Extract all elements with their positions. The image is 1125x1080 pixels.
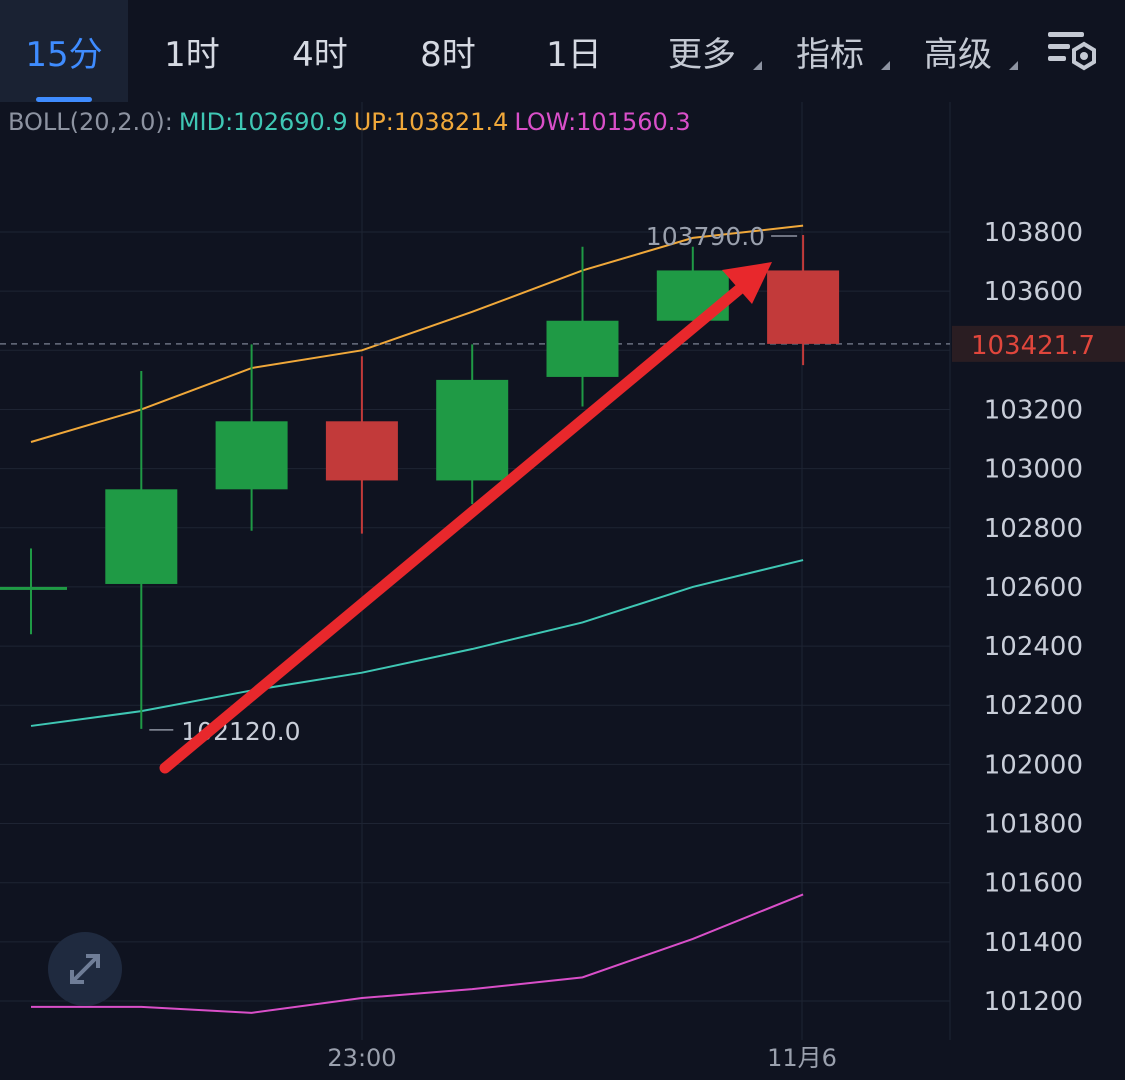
y-tick-label: 103800 — [984, 218, 1083, 248]
boll-mid-value: MID:102690.9 — [178, 108, 348, 136]
y-tick-label: 103600 — [984, 277, 1083, 307]
y-tick-label: 101200 — [984, 987, 1083, 1017]
expand-arrows-icon — [70, 954, 100, 984]
boll-low-value: LOW:101560.3 — [514, 108, 691, 136]
dropdown-caret-icon — [881, 61, 890, 70]
dropdown-caret-icon — [753, 61, 762, 70]
candle-body — [325, 421, 398, 481]
tab-label: 1时 — [164, 34, 220, 75]
boll-up-value: UP:103821.4 — [353, 108, 509, 136]
y-tick-label: 102600 — [984, 573, 1083, 603]
tab-label: 8时 — [420, 34, 476, 75]
tab-label: 更多 — [668, 34, 736, 75]
current-price-tag — [952, 325, 1125, 362]
y-tick-label: 103200 — [984, 395, 1083, 425]
high-price-label: 103790.0 — [646, 222, 765, 251]
tab-label: 1日 — [546, 34, 602, 75]
y-tick-label: 102800 — [984, 514, 1083, 544]
candle-body — [546, 320, 619, 377]
x-tick-label: 23:00 — [327, 1044, 396, 1072]
boll-mid-line — [30, 559, 804, 727]
y-tick-label: 102000 — [984, 750, 1083, 780]
chart-settings-icon — [1048, 32, 1096, 71]
tab-label: 15分 — [25, 34, 103, 75]
tab-2[interactable]: 4时 — [256, 0, 384, 102]
dropdown-caret-icon — [1009, 61, 1018, 70]
trend-arrow-head — [722, 262, 772, 304]
candle-body — [105, 489, 178, 584]
tab-label: 指标 — [796, 34, 864, 75]
y-tick-label: 103000 — [984, 455, 1083, 485]
tab-5[interactable]: 更多 — [638, 0, 766, 102]
expand-chart-button[interactable] — [48, 932, 122, 1006]
trend-arrow-shaft — [159, 276, 754, 774]
y-tick-label: 101800 — [984, 810, 1083, 840]
boll-label: BOLL(20,2.0): — [8, 108, 173, 136]
x-tick-label: 11月6 — [767, 1044, 837, 1072]
boll-up-line — [30, 224, 804, 443]
candle-body — [436, 379, 509, 481]
candle-body — [767, 270, 840, 344]
y-tick-label: 101400 — [984, 928, 1083, 958]
tab-label: 4时 — [292, 34, 348, 75]
tab-6[interactable]: 指标 — [766, 0, 894, 102]
candle-body — [0, 586, 67, 590]
y-tick-label: 102400 — [984, 632, 1083, 662]
tab-4[interactable]: 1日 — [510, 0, 638, 102]
y-tick-label: 102200 — [984, 691, 1083, 721]
current-price-label: 103421.7 — [971, 331, 1095, 361]
tab-3[interactable]: 8时 — [384, 0, 512, 102]
boll-low-line — [31, 893, 804, 1014]
tab-label: 高级 — [924, 34, 992, 75]
boll-indicator-legend: BOLL(20,2.0): MID:102690.9 UP:103821.4 LOW:… — [8, 108, 697, 136]
candle-body — [215, 421, 288, 490]
tab-1[interactable]: 1时 — [128, 0, 256, 102]
tab-7[interactable]: 高级 — [894, 0, 1022, 102]
y-tick-label: 101600 — [984, 869, 1083, 899]
active-tab-indicator — [36, 97, 92, 102]
tab-0[interactable]: 15分 — [0, 0, 128, 102]
timeframe-tabs: 15分 1时 4时 8时 1日 更多 指标 高级 — [0, 0, 1125, 102]
chart-settings-button[interactable] — [1040, 24, 1100, 76]
